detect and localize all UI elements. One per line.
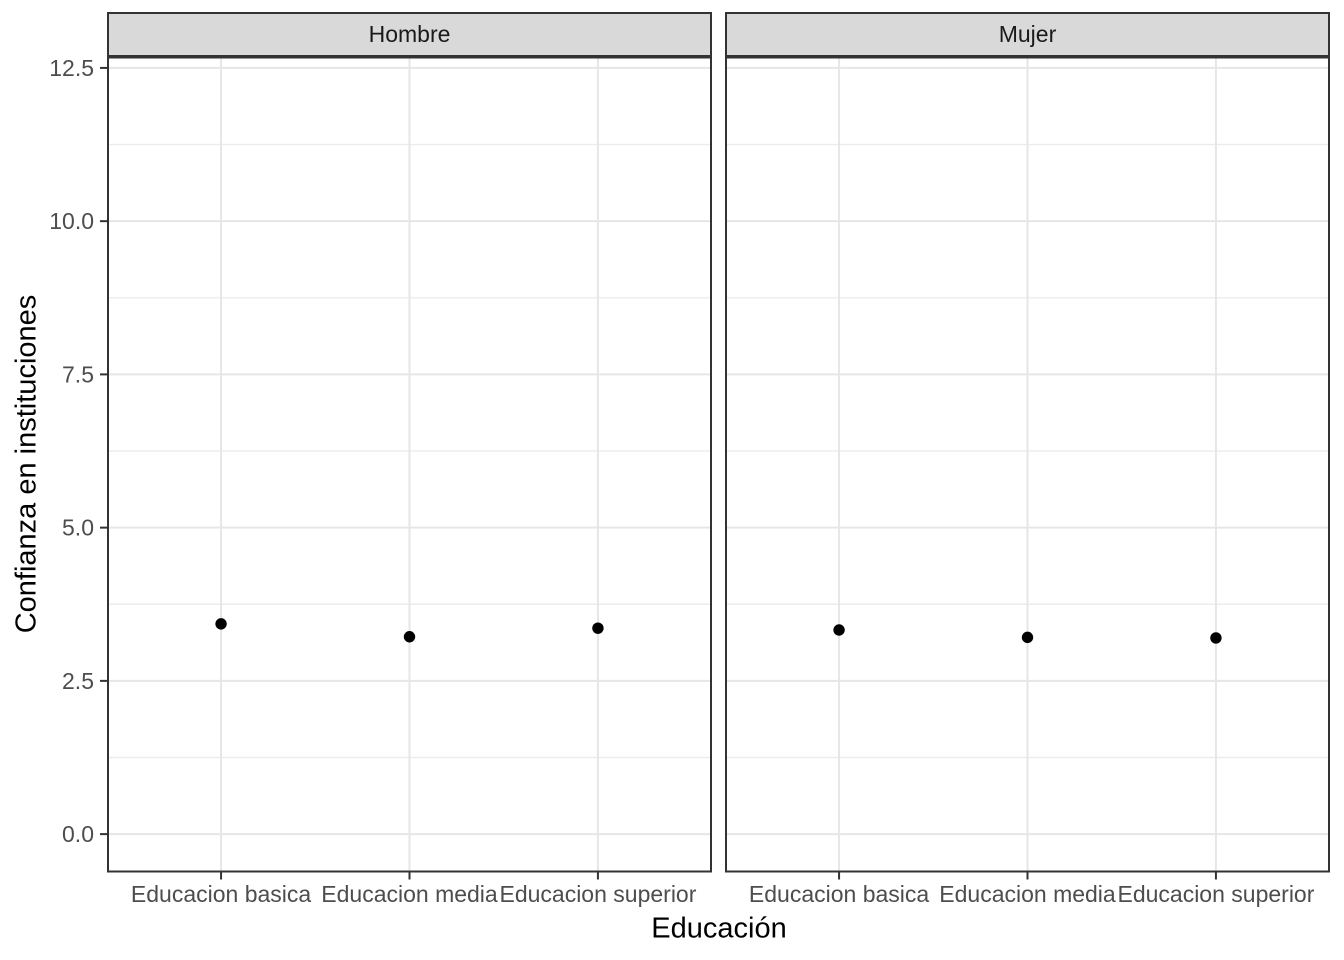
facet-strip-label: Mujer <box>998 21 1057 47</box>
facet-strip-hombre: Hombre <box>107 12 712 57</box>
x-tick-label: Educacion media <box>321 881 498 907</box>
data-point <box>592 622 604 634</box>
y-tick-label: 5.0 <box>62 515 94 541</box>
x-tick-label: Educacion superior <box>499 881 696 907</box>
y-tick-label: 2.5 <box>62 668 94 694</box>
x-tick-label: Educacion media <box>939 881 1116 907</box>
data-point <box>833 624 845 636</box>
x-tick-label: Educacion basica <box>131 881 311 907</box>
y-tick-label: 10.0 <box>49 208 94 234</box>
data-point <box>1021 631 1034 644</box>
y-axis-title: Confianza en instituciones <box>10 294 43 634</box>
x-tick-label: Educacion basica <box>749 881 929 907</box>
facet-strip-mujer: Mujer <box>725 12 1330 57</box>
x-axis-title: Educación <box>651 912 787 945</box>
facet-strip-label: Hombre <box>368 21 451 47</box>
y-tick-label: 0.0 <box>62 821 94 847</box>
data-point <box>1210 632 1222 644</box>
y-tick-label: 12.5 <box>49 55 94 81</box>
data-point <box>215 618 227 630</box>
y-tick-label: 7.5 <box>62 361 94 387</box>
data-point <box>403 631 416 643</box>
x-tick-label: Educacion superior <box>1117 881 1314 907</box>
